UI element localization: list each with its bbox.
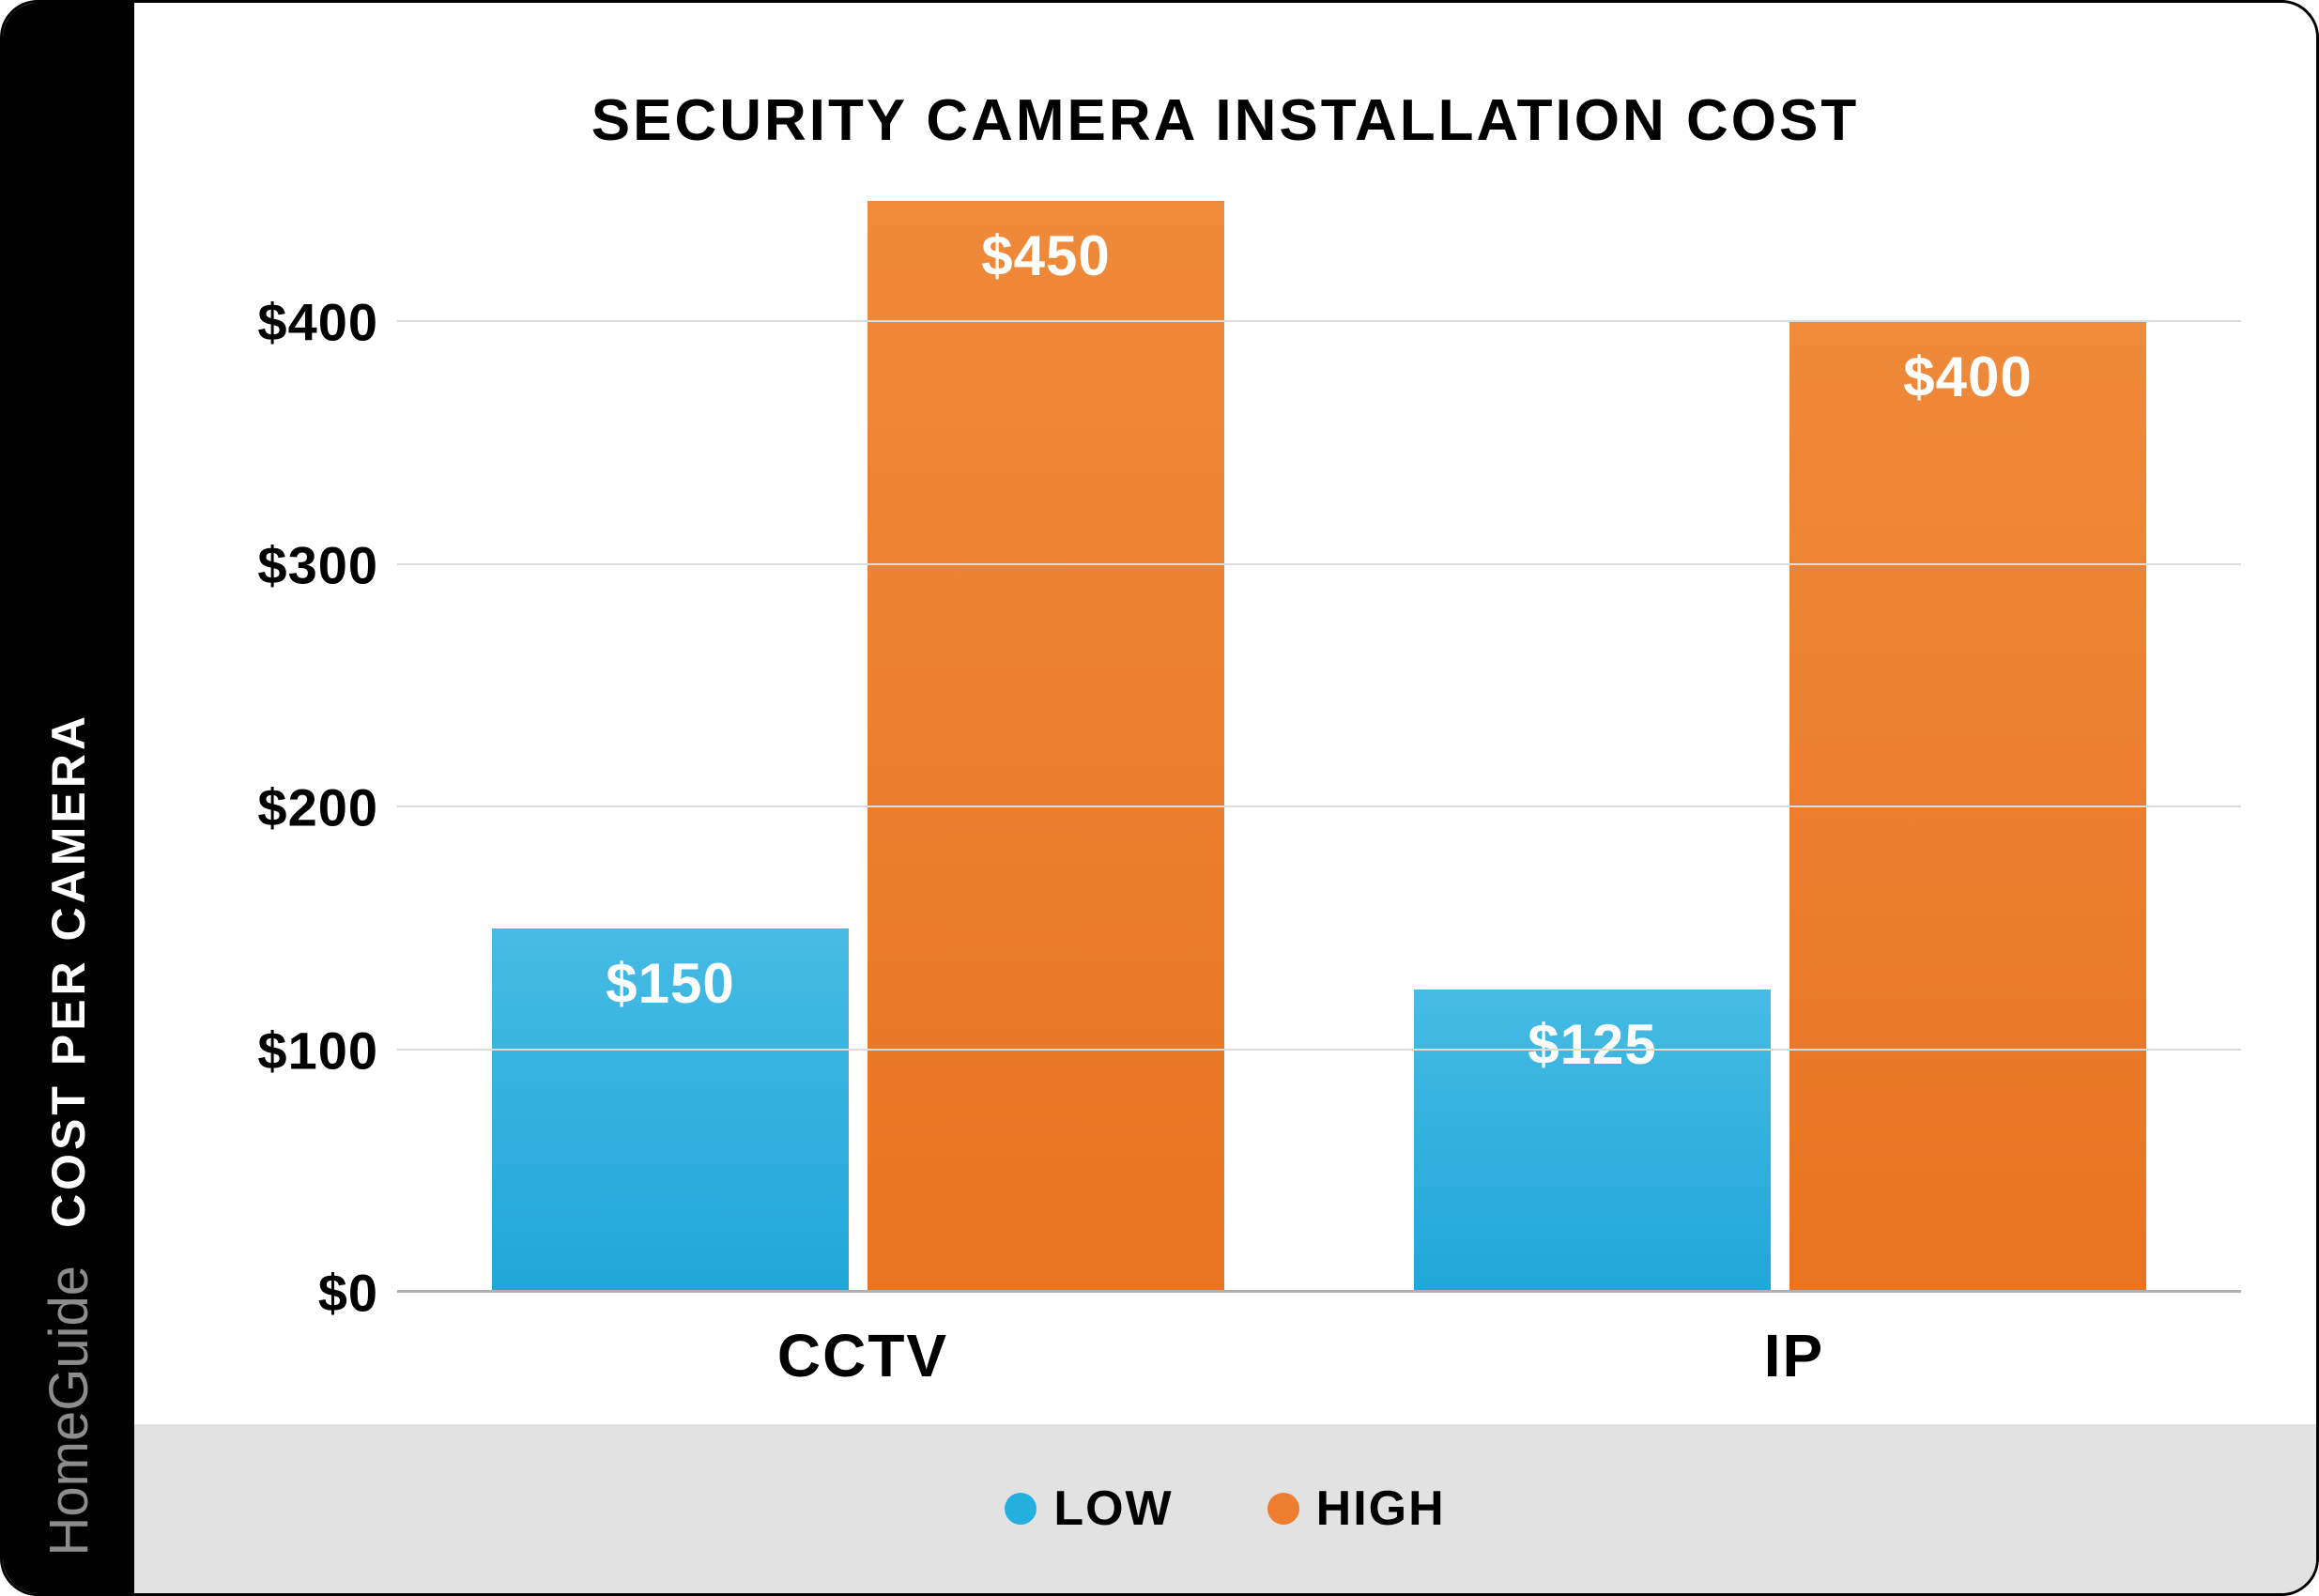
sidebar: COST PER CAMERA HomeGuide — [3, 3, 134, 1593]
gridline — [397, 320, 2241, 322]
bar-value-label: $125 — [1528, 1012, 1656, 1077]
bars-container: $150 $450 $125 $400 — [397, 201, 2241, 1293]
x-tick: CCTV — [397, 1293, 1328, 1424]
gridline — [397, 563, 2241, 565]
x-tick: IP — [1328, 1293, 2260, 1424]
y-tick: $400 — [257, 292, 378, 353]
baseline — [397, 1290, 2241, 1293]
legend-item-high: HIGH — [1267, 1481, 1446, 1537]
y-axis-label: COST PER CAMERA — [41, 713, 96, 1228]
legend-label-high: HIGH — [1316, 1481, 1446, 1537]
y-tick: $200 — [257, 777, 378, 838]
chart-title: SECURITY CAMERA INSTALLATION COST — [134, 87, 2316, 154]
gridline — [397, 806, 2241, 807]
y-tick: $100 — [257, 1020, 378, 1081]
legend-dot-low-icon — [1005, 1493, 1037, 1525]
bar-value-label: $450 — [981, 223, 1110, 288]
bar-group: $150 $450 — [397, 201, 1319, 1293]
legend: LOW HIGH — [134, 1424, 2316, 1593]
x-axis: CCTVIP — [397, 1293, 2260, 1424]
legend-dot-high-icon — [1267, 1493, 1299, 1525]
bar: $450 — [868, 201, 1224, 1293]
bar-value-label: $150 — [606, 951, 734, 1016]
bar: $150 — [492, 928, 849, 1293]
chart-content: SECURITY CAMERA INSTALLATION COST $0 $100… — [134, 3, 2316, 1593]
brand-label: HomeGuide — [38, 1266, 100, 1556]
plot: $0$100$200$300$400 $150$450$125$400 — [191, 201, 2260, 1293]
bar-group: $125 $400 — [1319, 201, 2241, 1293]
y-tick: $0 — [318, 1263, 378, 1324]
y-tick: $300 — [257, 534, 378, 595]
plot-area: $150 $450 $125 $400 — [397, 201, 2241, 1293]
bar: $125 — [1414, 990, 1771, 1293]
legend-item-low: LOW — [1005, 1481, 1173, 1537]
legend-label-low: LOW — [1053, 1481, 1173, 1537]
y-axis: $0$100$200$300$400 — [191, 201, 397, 1293]
gridline — [397, 1049, 2241, 1051]
chart-frame: COST PER CAMERA HomeGuide SECURITY CAMER… — [0, 0, 2319, 1596]
bar-value-label: $400 — [1903, 345, 2032, 409]
